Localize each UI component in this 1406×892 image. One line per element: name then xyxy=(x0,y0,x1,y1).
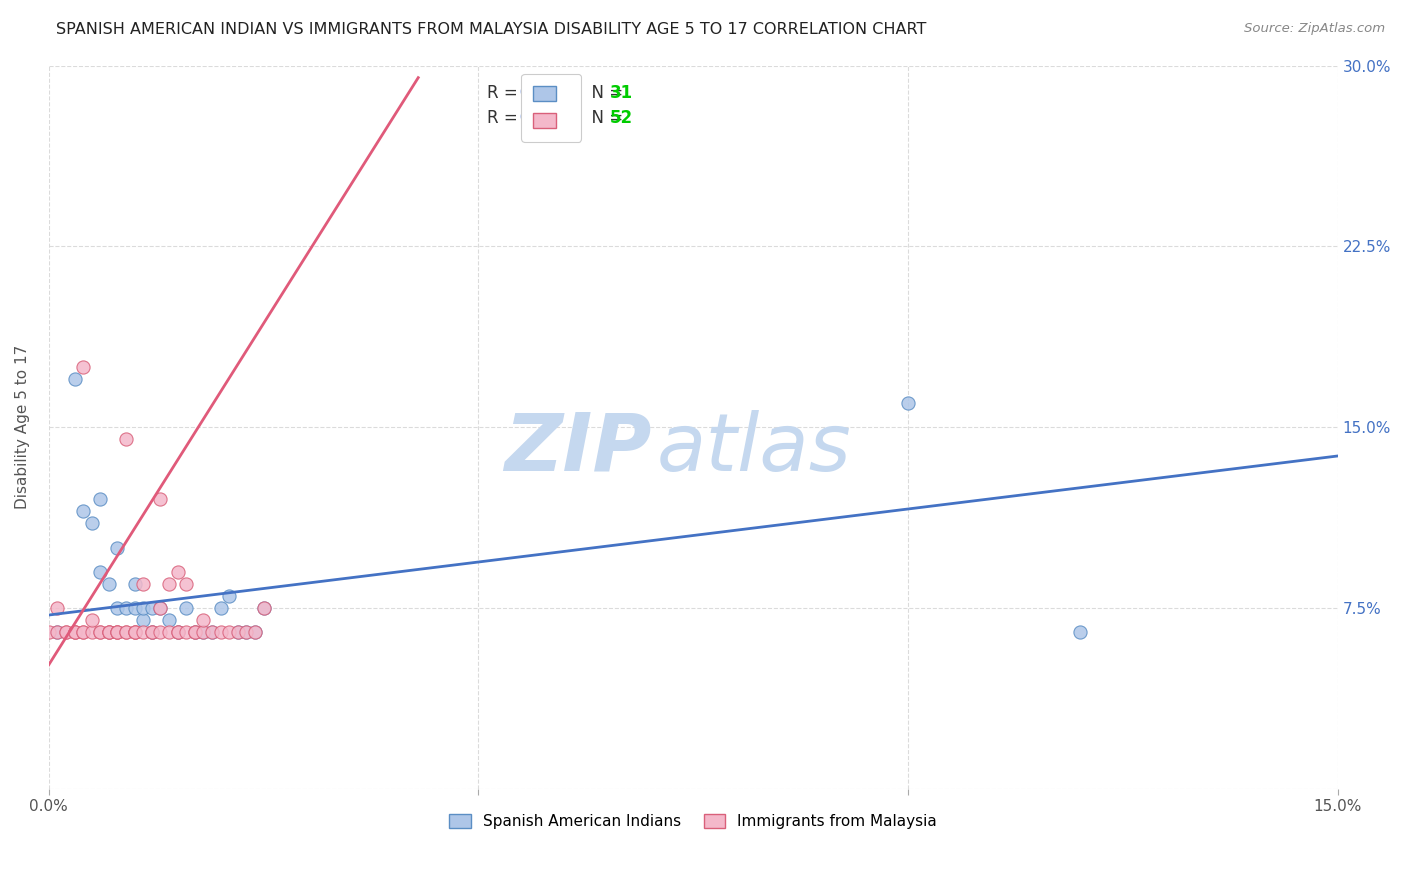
Point xyxy=(107,624,129,639)
Point xyxy=(124,624,146,639)
Legend: Spanish American Indians, Immigrants from Malaysia: Spanish American Indians, Immigrants fro… xyxy=(443,808,943,835)
Point xyxy=(157,576,180,591)
Point xyxy=(157,624,180,639)
Point xyxy=(46,624,69,639)
Text: atlas: atlas xyxy=(657,409,852,488)
Point xyxy=(897,396,920,410)
Point xyxy=(72,359,94,374)
Point xyxy=(174,624,197,639)
Point xyxy=(124,624,146,639)
Point xyxy=(174,600,197,615)
Point xyxy=(115,624,138,639)
Point xyxy=(80,624,103,639)
Point xyxy=(124,624,146,639)
Point xyxy=(55,624,77,639)
Point xyxy=(141,624,163,639)
Point xyxy=(149,492,172,507)
Point xyxy=(218,624,240,639)
Point xyxy=(149,600,172,615)
Point xyxy=(166,624,188,639)
Point xyxy=(141,624,163,639)
Point xyxy=(72,624,94,639)
Point xyxy=(226,624,249,639)
Point xyxy=(132,576,155,591)
Point xyxy=(193,624,215,639)
Text: Source: ZipAtlas.com: Source: ZipAtlas.com xyxy=(1244,22,1385,36)
Point xyxy=(89,624,111,639)
Point xyxy=(80,613,103,627)
Point xyxy=(166,624,188,639)
Point xyxy=(97,624,120,639)
Point xyxy=(252,600,274,615)
Point xyxy=(46,624,69,639)
Point xyxy=(63,624,86,639)
Text: ZIP: ZIP xyxy=(505,409,652,488)
Point xyxy=(184,624,207,639)
Point xyxy=(201,624,224,639)
Point xyxy=(193,613,215,627)
Point xyxy=(149,624,172,639)
Point xyxy=(89,492,111,507)
Point xyxy=(115,624,138,639)
Point xyxy=(115,600,138,615)
Text: 0.743: 0.743 xyxy=(519,110,572,128)
Point xyxy=(184,624,207,639)
Point xyxy=(201,624,224,639)
Text: 0.277: 0.277 xyxy=(519,84,572,102)
Point xyxy=(166,624,188,639)
Point xyxy=(235,624,257,639)
Point xyxy=(124,576,146,591)
Point xyxy=(157,613,180,627)
Point xyxy=(252,600,274,615)
Point xyxy=(89,624,111,639)
Point xyxy=(55,624,77,639)
Point xyxy=(218,589,240,603)
Point xyxy=(115,432,138,446)
Point xyxy=(209,600,232,615)
Point xyxy=(72,504,94,518)
Point xyxy=(243,624,266,639)
Point xyxy=(107,624,129,639)
Point xyxy=(235,624,257,639)
Text: N =: N = xyxy=(581,110,628,128)
Point xyxy=(107,600,129,615)
Point xyxy=(149,600,172,615)
Text: N =: N = xyxy=(581,84,628,102)
Text: 31: 31 xyxy=(609,84,633,102)
Point xyxy=(193,624,215,639)
Point xyxy=(97,624,120,639)
Point xyxy=(132,624,155,639)
Point xyxy=(141,600,163,615)
Point xyxy=(63,624,86,639)
Y-axis label: Disability Age 5 to 17: Disability Age 5 to 17 xyxy=(15,345,30,509)
Point xyxy=(184,624,207,639)
Point xyxy=(226,624,249,639)
Point xyxy=(63,372,86,386)
Text: SPANISH AMERICAN INDIAN VS IMMIGRANTS FROM MALAYSIA DISABILITY AGE 5 TO 17 CORRE: SPANISH AMERICAN INDIAN VS IMMIGRANTS FR… xyxy=(56,22,927,37)
Point xyxy=(89,565,111,579)
Point xyxy=(166,565,188,579)
Point xyxy=(107,624,129,639)
Point xyxy=(132,613,155,627)
Point xyxy=(209,624,232,639)
Text: R =: R = xyxy=(486,110,523,128)
Text: R =: R = xyxy=(486,84,523,102)
Point xyxy=(72,624,94,639)
Point xyxy=(46,600,69,615)
Point xyxy=(38,624,60,639)
Point xyxy=(174,576,197,591)
Point xyxy=(63,624,86,639)
Point xyxy=(132,600,155,615)
Point xyxy=(243,624,266,639)
Point xyxy=(1069,624,1091,639)
Point xyxy=(124,600,146,615)
Point xyxy=(141,624,163,639)
Point xyxy=(107,541,129,555)
Text: 52: 52 xyxy=(609,110,633,128)
Point xyxy=(97,576,120,591)
Point xyxy=(97,624,120,639)
Point xyxy=(80,516,103,531)
